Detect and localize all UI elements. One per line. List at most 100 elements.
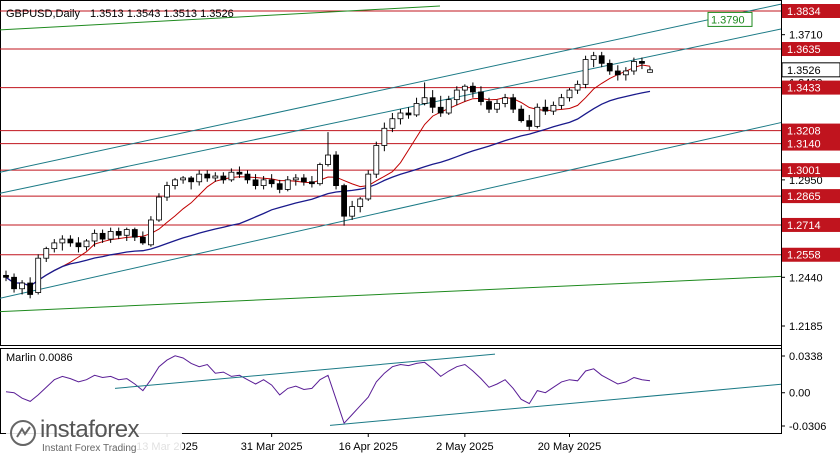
- candle-bull: [397, 112, 404, 120]
- candle-bear: [429, 97, 436, 108]
- candle-bull: [582, 59, 589, 85]
- candle-bear: [542, 106, 549, 112]
- candle-bull: [590, 55, 597, 60]
- candle-bear: [341, 185, 348, 217]
- candle-bull: [373, 145, 380, 175]
- oscillator-layer: [5, 353, 782, 426]
- level-tag-label: 1.3208: [787, 126, 821, 138]
- level-tag-label: 1.2558: [787, 250, 821, 262]
- axis-layer: 1.37101.34601.29501.24401.21851.38341.36…: [136, 4, 840, 453]
- channel-target-label: 1.3790: [711, 14, 745, 26]
- y-tick-label: 1.2185: [789, 321, 823, 333]
- candle-bull: [91, 232, 98, 242]
- candle-bull: [59, 238, 66, 244]
- channel-lower-line: [0, 122, 782, 299]
- candle-bull: [389, 118, 396, 129]
- candle-bull: [107, 231, 114, 240]
- candle-bear: [131, 229, 138, 238]
- green-upper-line: [0, 5, 441, 31]
- channel-middle-line: [0, 28, 782, 194]
- candle-bear: [220, 175, 227, 181]
- candle-bear: [11, 276, 17, 290]
- y-tick-label: 1.2440: [789, 272, 823, 284]
- level-tag-label: 1.2865: [787, 191, 821, 203]
- candle-bear: [639, 61, 645, 64]
- candle-bear: [75, 242, 82, 248]
- x-tick-label: 31 Mar 2025: [241, 441, 303, 453]
- y-tick-label: 1.2950: [789, 175, 823, 187]
- x-tick-label: 16 Apr 2025: [339, 441, 398, 453]
- level-tag-1.3208: [782, 123, 840, 138]
- candle-bull: [19, 282, 26, 290]
- candle-bear: [236, 171, 243, 175]
- trend-lines-layer: [0, 3, 782, 313]
- osc-tick-label: 0.00: [789, 388, 810, 400]
- candle-bull: [453, 89, 460, 101]
- candles-layer: [3, 51, 653, 299]
- candle-bear: [276, 183, 283, 190]
- candle-bull: [83, 240, 90, 248]
- candle-bear: [204, 173, 211, 179]
- candle-bull: [622, 70, 629, 76]
- candle-bear: [598, 55, 605, 64]
- candle-bear: [614, 70, 621, 76]
- candle-bull: [35, 257, 42, 293]
- level-tag-1.2865: [782, 189, 840, 204]
- candle-bull: [123, 229, 130, 236]
- candle-bear: [437, 106, 444, 114]
- brand-watermark: instaforex Instant Forex Trading: [6, 414, 182, 456]
- candle-bull: [325, 154, 331, 165]
- candle-bull: [534, 106, 541, 127]
- candle-bull: [228, 171, 235, 181]
- candle-bull: [365, 173, 372, 200]
- candle-bear: [518, 108, 525, 122]
- candle-bear: [308, 181, 315, 185]
- candle-bull: [494, 103, 500, 110]
- candle-bear: [139, 236, 146, 244]
- candle-bear: [252, 179, 259, 186]
- candle-bull: [180, 177, 187, 181]
- level-tag-1.3834: [782, 4, 840, 18]
- candle-bull: [574, 83, 581, 91]
- candle-bear: [115, 231, 122, 236]
- chart-title: GBPUSD,Daily: [6, 8, 80, 20]
- candle-bull: [284, 179, 291, 190]
- candle-bull: [631, 61, 637, 72]
- candle-bull: [413, 103, 420, 116]
- moving-average-red: [5, 64, 651, 287]
- candle-bull: [156, 196, 162, 221]
- green-lower-line: [0, 275, 782, 313]
- candle-bull: [461, 85, 468, 91]
- level-tag-label: 1.3635: [787, 44, 821, 56]
- osc-tick-label: 0.0338: [789, 351, 823, 363]
- osc-tick-label: -0.0306: [789, 421, 826, 433]
- candle-bull: [349, 206, 356, 217]
- candle-bull: [164, 185, 170, 198]
- level-tag-label: 1.3001: [787, 165, 821, 177]
- candle-bull: [421, 97, 428, 104]
- candle-bear: [244, 173, 251, 181]
- candle-bear: [188, 177, 195, 183]
- level-tag-1.3635: [782, 42, 840, 57]
- candle-bear: [486, 101, 492, 110]
- candle-bull: [357, 198, 364, 208]
- x-tick-label: 20 May 2025: [538, 441, 602, 453]
- ohlc-header: 1.3513 1.3543 1.3513 1.3526: [90, 8, 234, 20]
- candle-bear: [99, 232, 106, 240]
- oscillator-lower-trendline: [329, 383, 782, 426]
- level-tag-1.3140: [782, 136, 840, 151]
- candle-bull: [558, 97, 565, 106]
- instaforex-logo-icon: [10, 420, 36, 446]
- candle-bull: [502, 97, 509, 104]
- grid-layer: [0, 0, 782, 434]
- brand-name: instaforex: [40, 416, 140, 443]
- level-tag-label: 1.2714: [787, 220, 821, 232]
- candle-bull: [647, 69, 653, 73]
- candle-bull: [172, 179, 178, 186]
- candle-bull: [43, 248, 50, 259]
- candle-bull: [445, 99, 452, 114]
- candle-bull: [317, 164, 323, 185]
- current-price-label: 1.3526: [787, 65, 821, 77]
- candle-bull: [212, 175, 219, 179]
- candle-bear: [510, 97, 517, 110]
